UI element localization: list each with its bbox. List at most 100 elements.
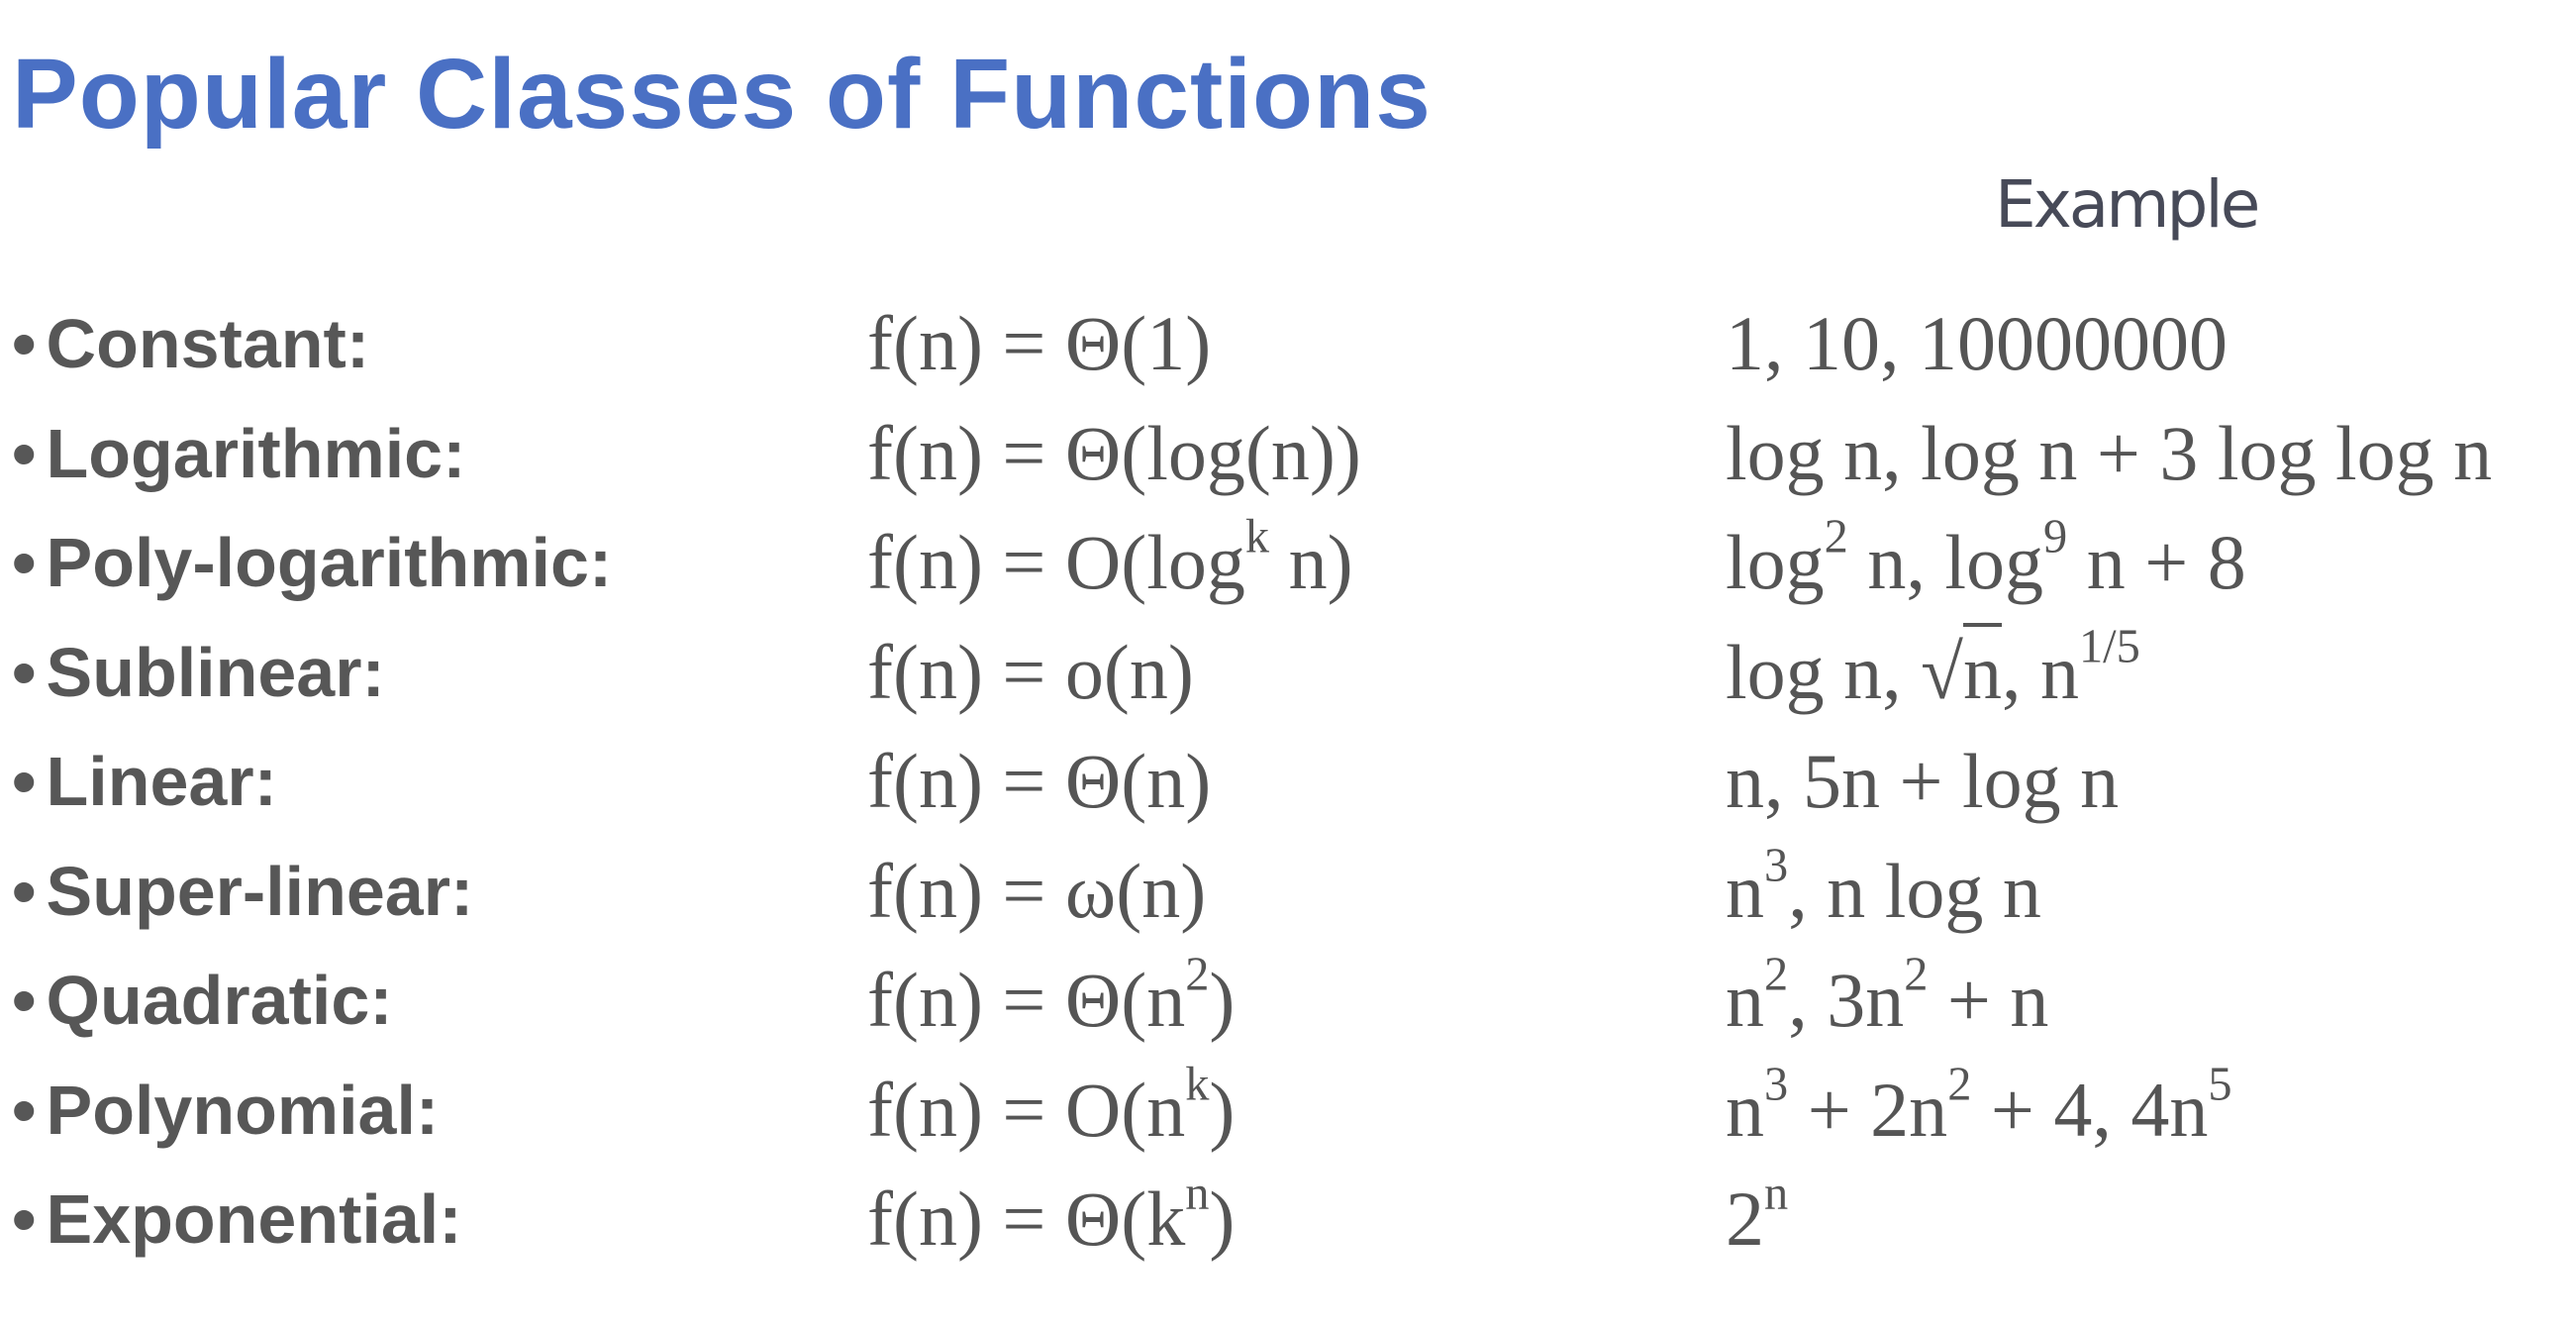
example-functions: n, 5n + log n (1726, 727, 2119, 836)
asymptotic-formula: f(n) = O(nk) (867, 1056, 1235, 1165)
example-column-header: Example (1995, 166, 2260, 243)
list-item: • Poly-logarithmic: f(n) = O(logk n) log2 n… (0, 508, 2576, 617)
math-text: + 4, 4n (1971, 1066, 2209, 1153)
class-name: Exponential: (46, 1180, 462, 1258)
superscript: 2 (1904, 948, 1929, 1001)
class-name: Quadratic: (46, 962, 393, 1039)
bullet-icon: • (12, 1071, 37, 1149)
list-item: • Sublinear: f(n) = o(n) log n, √n, n1/5 (0, 618, 2576, 727)
list-item: • Exponential: f(n) = Θ(kn) 2n (0, 1165, 2576, 1274)
example-functions: 1, 10, 10000000 (1726, 289, 2228, 398)
bullet-icon: • (12, 1180, 37, 1258)
math-text: , 3n (1788, 957, 1905, 1043)
asymptotic-formula: f(n) = Θ(n) (867, 727, 1211, 836)
example-functions: 2n (1726, 1165, 1788, 1274)
superscript: 2 (1947, 1058, 1972, 1111)
math-text: n, 5n + log n (1726, 738, 2120, 824)
class-label: • Constant: (12, 289, 369, 398)
asymptotic-formula: f(n) = O(logk n) (867, 508, 1353, 617)
superscript: 2 (1185, 948, 1210, 1001)
example-functions: log n, √n, n1/5 (1726, 618, 2140, 727)
superscript: n (1185, 1167, 1210, 1220)
asymptotic-formula: f(n) = Θ(log(n)) (867, 399, 1361, 508)
superscript: 5 (2208, 1058, 2232, 1111)
math-text: log (1726, 519, 1825, 605)
superscript: 3 (1764, 1058, 1789, 1111)
example-functions: log2 n, log9 n + 8 (1726, 508, 2246, 617)
class-name: Logarithmic: (46, 414, 466, 492)
bullet-icon: • (12, 524, 37, 601)
math-text: log n, log n + 3 log log n (1726, 409, 2493, 496)
math-text: n (1726, 957, 1764, 1043)
asymptotic-formula: f(n) = ω(n) (867, 837, 1206, 946)
bullet-icon: • (12, 414, 37, 492)
math-text: 2 (1726, 1176, 1764, 1262)
math-text: n (1726, 847, 1764, 934)
math-text: n (1962, 622, 2002, 715)
list-item: • Linear: f(n) = Θ(n) n, 5n + log n (0, 727, 2576, 836)
math-text: f(n) = Θ(log(n)) (867, 409, 1361, 496)
math-text: log n, √ (1726, 628, 1963, 715)
math-text: f(n) = Θ(k (867, 1176, 1186, 1262)
math-text: n + 8 (2067, 519, 2246, 605)
class-label: • Logarithmic: (12, 399, 465, 508)
superscript: 2 (1764, 948, 1789, 1001)
math-text: , n log n (1788, 847, 2041, 934)
asymptotic-formula: f(n) = Θ(1) (867, 289, 1211, 398)
math-text: f(n) = o(n) (867, 628, 1194, 715)
list-item: • Super-linear: f(n) = ω(n) n3, n log n (0, 837, 2576, 946)
superscript: n (1764, 1167, 1789, 1220)
list-item: • Logarithmic: f(n) = Θ(log(n)) log n, log … (0, 399, 2576, 508)
asymptotic-formula: f(n) = Θ(kn) (867, 1165, 1235, 1274)
math-text: ) (1209, 1176, 1236, 1262)
class-name: Poly-logarithmic: (46, 524, 613, 601)
math-text: f(n) = Θ(n) (867, 738, 1212, 824)
asymptotic-formula: f(n) = o(n) (867, 618, 1194, 727)
class-name: Super-linear: (46, 852, 474, 930)
page-title: Popular Classes of Functions (12, 39, 1432, 150)
class-name: Polynomial: (46, 1071, 440, 1149)
math-text: ) (1209, 957, 1236, 1043)
class-name: Constant: (46, 305, 370, 382)
bullet-icon: • (12, 962, 37, 1039)
math-text: 1, 10, 10000000 (1726, 300, 2228, 386)
class-name: Sublinear: (46, 633, 385, 711)
bullet-icon: • (12, 852, 37, 930)
math-text: f(n) = O(log (867, 519, 1245, 605)
math-text: + 2n (1788, 1066, 1948, 1153)
math-text: f(n) = Θ(n (867, 957, 1186, 1043)
class-label: • Polynomial: (12, 1056, 439, 1165)
class-label: • Super-linear: (12, 837, 473, 946)
math-text: n (1726, 1066, 1764, 1153)
math-text: , n (2001, 628, 2079, 715)
superscript: 2 (1824, 510, 1848, 563)
list-item: • Polynomial: f(n) = O(nk) n3 + 2n2 + 4, 4n… (0, 1056, 2576, 1165)
bullet-icon: • (12, 305, 37, 382)
math-text: f(n) = ω(n) (867, 847, 1207, 934)
math-text: ) (1209, 1066, 1236, 1153)
math-text: f(n) = O(n (867, 1066, 1186, 1153)
class-label: • Sublinear: (12, 618, 385, 727)
class-label: • Quadratic: (12, 946, 393, 1055)
asymptotic-formula: f(n) = Θ(n2) (867, 946, 1235, 1055)
example-functions: n2, 3n2 + n (1726, 946, 2048, 1055)
list-item: • Quadratic: f(n) = Θ(n2) n2, 3n2 + n (0, 946, 2576, 1055)
superscript: 3 (1764, 839, 1789, 892)
superscript: k (1244, 510, 1270, 563)
math-text: f(n) = Θ(1) (867, 300, 1212, 386)
class-label: • Poly-logarithmic: (12, 508, 612, 617)
example-functions: n3, n log n (1726, 837, 2041, 946)
superscript: 9 (2043, 510, 2068, 563)
list-item: • Constant: f(n) = Θ(1) 1, 10, 10000000 (0, 289, 2576, 398)
math-text: + n (1928, 957, 2049, 1043)
class-label: • Linear: (12, 727, 277, 836)
superscript: 1/5 (2078, 620, 2140, 673)
class-name: Linear: (46, 743, 277, 820)
example-functions: n3 + 2n2 + 4, 4n5 (1726, 1056, 2232, 1165)
example-functions: log n, log n + 3 log log n (1726, 399, 2492, 508)
class-label: • Exponential: (12, 1165, 462, 1274)
bullet-icon: • (12, 743, 37, 820)
bullet-icon: • (12, 633, 37, 711)
math-text: n, log (1847, 519, 2044, 605)
math-text: n) (1269, 519, 1353, 605)
